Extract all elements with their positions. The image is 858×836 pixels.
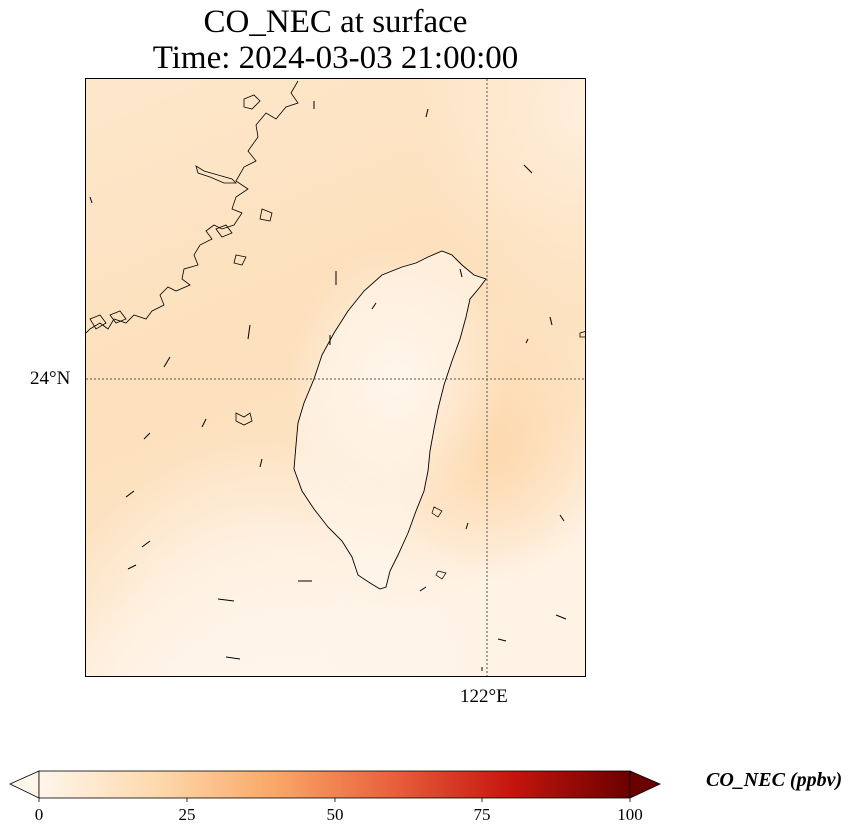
- colorbar-tick-0: 0: [34, 805, 44, 824]
- gridlines: [86, 79, 585, 676]
- colorbar-tick-75: 75: [473, 805, 491, 824]
- colorbar-label: CO_NEC (ppbv): [706, 769, 843, 791]
- wind-arrows: [89, 101, 567, 671]
- taiwan-island: [293, 250, 487, 590]
- lat-tick-label: 24°N: [30, 368, 71, 389]
- plot-title: CO_NEC at surface: [203, 4, 468, 40]
- colorbar-min-extend: [9, 770, 40, 799]
- china-coastline: [86, 80, 585, 426]
- colorbar: [9, 770, 661, 802]
- colorbar-tick-50: 50: [326, 805, 344, 824]
- map-panel: [85, 78, 586, 677]
- colorbar-tick-25: 25: [178, 805, 196, 824]
- map-canvas: [86, 79, 585, 676]
- colorbar-gradient: [38, 770, 631, 799]
- plot-time-subtitle: Time: 2024-03-03 21:00:00: [152, 40, 519, 76]
- colorbar-max-extend: [629, 770, 661, 799]
- colorbar-tick-100: 100: [617, 805, 643, 824]
- lon-tick-label: 122°E: [460, 686, 508, 707]
